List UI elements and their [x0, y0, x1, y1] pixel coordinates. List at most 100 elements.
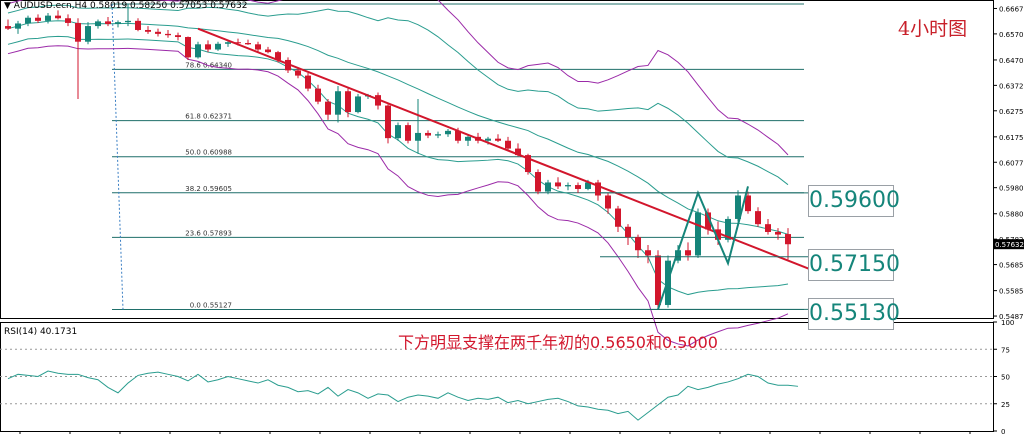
candle-body [15, 23, 21, 29]
candle-body [265, 49, 271, 53]
candle-body [35, 17, 41, 21]
price-axis-label: 0.63725 [999, 82, 1024, 90]
candle-body [655, 255, 661, 305]
rsi-panel: 100 75 50 25 0 [0, 319, 1014, 435]
candle-body [515, 148, 521, 156]
fib-level-label: 23.6 0.57893 [185, 229, 232, 237]
symbol-ohlc-label: ▼ AUDUSD.ecn,H4 0.58019 0.58250 0.57053 … [4, 1, 247, 11]
price-panel-frame [0, 0, 994, 319]
candle-body [535, 172, 541, 192]
candle-body [575, 185, 581, 189]
candle-body [45, 15, 51, 21]
fib-level-label: 0.0 0.55127 [190, 301, 232, 309]
candle-body [455, 130, 461, 141]
price-axis-label: 0.54875 [999, 313, 1024, 321]
level-box-055130: 0.55130 [808, 298, 900, 330]
chart-menu-icon[interactable]: ▼ [4, 1, 11, 11]
candle-body [175, 35, 181, 38]
candle-body [785, 234, 791, 245]
candle-body [55, 15, 61, 19]
candle-body [145, 29, 151, 32]
current-price-marker [993, 239, 1024, 250]
candle-body [775, 231, 781, 235]
candle-body [755, 211, 761, 225]
candle-body [165, 33, 171, 36]
candle-body [25, 17, 31, 24]
rsi-line [7, 370, 799, 421]
candle-body [675, 250, 681, 261]
level-box-059600: 0.59600 [808, 185, 900, 217]
candle-body [395, 125, 401, 139]
candle-body [325, 101, 331, 115]
fib-level-label: 50.0 0.60988 [185, 149, 232, 157]
candle-body [205, 44, 211, 50]
candle-body [235, 42, 241, 44]
rsi-axis-label: 75 [1001, 346, 1010, 354]
current-price-label: 0.57632 [995, 241, 1024, 249]
timeframe-note: 4小时图 [898, 18, 968, 40]
bollinger-upper-line [7, 4, 789, 186]
fib-level-label: 61.8 0.62371 [185, 113, 232, 121]
price-axis-label: 0.66675 [999, 5, 1024, 13]
candle-body [345, 91, 351, 113]
candle-body [565, 185, 571, 187]
level-box-057150: 0.57150 [808, 249, 900, 281]
candle-body [135, 20, 141, 30]
candle-body [495, 138, 501, 141]
fib-anchor-line [111, 3, 124, 310]
candle-body [125, 20, 131, 23]
candle-body [75, 22, 81, 42]
candle-body [485, 138, 491, 141]
candle-body [645, 250, 651, 256]
candle-body [705, 212, 711, 230]
rsi-axis-label: 25 [1001, 401, 1010, 409]
zigzag-pattern-line [657, 186, 749, 310]
candle-body [255, 44, 261, 50]
candle-body [355, 96, 361, 113]
rsi-axis-label: 50 [1001, 374, 1010, 382]
candle-body [615, 208, 621, 227]
support-note: 下方明显支撑在两千年初的0.5650和0.5000 [398, 333, 718, 352]
candle-body [185, 37, 191, 58]
candle-body [115, 22, 121, 24]
candle-body [555, 182, 561, 187]
candle-body [155, 31, 161, 34]
candle-body [105, 21, 111, 24]
candle-body [215, 43, 221, 50]
resistance-trendline [197, 27, 839, 282]
candle-body [715, 229, 721, 240]
rsi-axis-label: 100 [1001, 319, 1014, 327]
price-axis-label: 0.60775 [999, 159, 1024, 167]
candle-body [585, 182, 591, 189]
candle-body [445, 130, 451, 135]
candle-body [85, 26, 91, 42]
envelope-lower-line [7, 45, 789, 347]
candle-body [465, 136, 471, 141]
candle-body [725, 218, 731, 240]
candle-body [315, 88, 321, 102]
candle-body [225, 42, 231, 44]
candle-body [335, 91, 341, 115]
candle-body [305, 75, 311, 89]
candle-body [425, 132, 431, 136]
candle-body [245, 43, 251, 45]
fib-level-label: 38.2 0.59605 [185, 185, 232, 193]
candle-body [65, 18, 71, 23]
candle-body [195, 44, 201, 58]
fib-level-label: 100.0 0.66848 [181, 0, 232, 4]
candle-body [685, 250, 691, 256]
candle-body [435, 134, 441, 136]
rsi-axis-label: 0 [1001, 428, 1005, 435]
symbol-ohlc-text: AUDUSD.ecn,H4 0.58019 0.58250 0.57053 0.… [13, 1, 248, 11]
candle-body [525, 155, 531, 173]
envelope-upper-line [7, 0, 789, 156]
